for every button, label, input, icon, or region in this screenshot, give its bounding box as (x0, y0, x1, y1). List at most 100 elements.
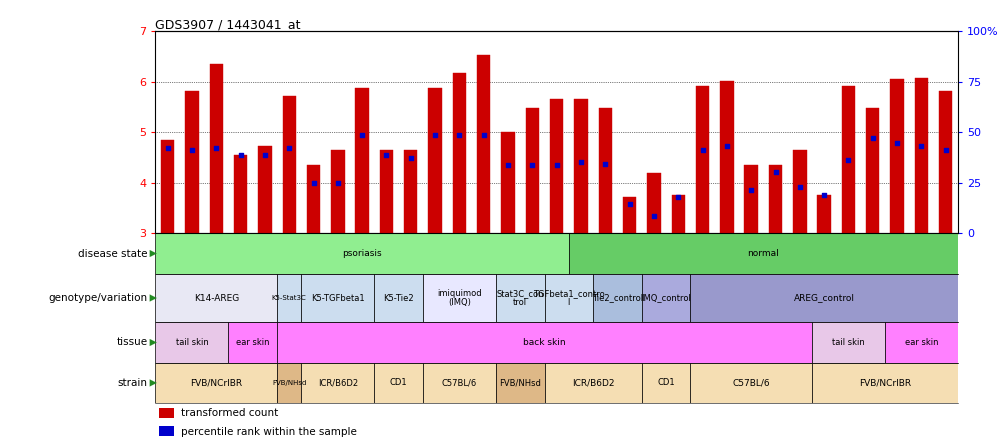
Bar (374, 363, 423, 403)
Point (183, 147, 199, 154)
Text: TGFbeta1_contro
l: TGFbeta1_contro l (532, 289, 604, 307)
Bar (884, 322, 957, 363)
Text: AREG_control: AREG_control (793, 293, 854, 302)
Bar (641, 274, 689, 322)
Bar (646, 173, 660, 233)
Point (693, 147, 709, 154)
Text: tissue: tissue (116, 337, 147, 348)
Text: disease state: disease state (78, 249, 147, 258)
Bar (233, 155, 247, 233)
Text: imiquimod
(IMQ): imiquimod (IMQ) (437, 289, 481, 307)
Bar (277, 322, 812, 363)
Text: genotype/variation: genotype/variation (48, 293, 147, 303)
Bar (452, 72, 466, 233)
Bar (283, 96, 296, 233)
Bar (938, 91, 952, 233)
Text: Tie2_control: Tie2_control (591, 293, 642, 302)
Point (378, 151, 394, 159)
Bar (228, 322, 277, 363)
Point (257, 151, 273, 159)
Text: psoriasis: psoriasis (342, 249, 382, 258)
Point (475, 131, 491, 138)
Text: IMQ_control: IMQ_control (640, 293, 690, 302)
Point (742, 187, 759, 194)
Text: strain: strain (117, 378, 147, 388)
Bar (159, 426, 173, 436)
Bar (549, 99, 563, 233)
Text: normal: normal (746, 249, 779, 258)
Point (840, 156, 856, 163)
Bar (598, 108, 611, 233)
Bar (355, 88, 369, 233)
Point (281, 145, 297, 152)
Bar (380, 150, 393, 233)
Bar (743, 165, 758, 233)
Text: FVB/NCrIBR: FVB/NCrIBR (190, 378, 242, 388)
Point (718, 143, 734, 150)
Text: FVB/NHsd: FVB/NHsd (499, 378, 541, 388)
Text: Stat3C_con
trol: Stat3C_con trol (496, 289, 543, 307)
Point (816, 192, 832, 199)
Text: GDS3907 / 1443041_at: GDS3907 / 1443041_at (155, 18, 301, 31)
Point (403, 155, 419, 162)
Point (500, 162, 516, 169)
Bar (258, 147, 272, 233)
Text: tail skin: tail skin (175, 338, 208, 347)
Text: tail skin: tail skin (832, 338, 864, 347)
Text: transformed count: transformed count (181, 408, 279, 418)
Text: percentile rank within the sample: percentile rank within the sample (181, 427, 357, 436)
Point (232, 151, 248, 159)
Point (427, 131, 443, 138)
Bar (477, 56, 490, 233)
Text: K5-Stat3C: K5-Stat3C (272, 295, 307, 301)
Bar (185, 91, 198, 233)
Bar (841, 86, 855, 233)
Point (913, 143, 929, 150)
Bar (155, 274, 277, 322)
Bar (865, 108, 879, 233)
Bar (812, 363, 957, 403)
Text: ear skin: ear skin (904, 338, 937, 347)
Bar (155, 322, 228, 363)
Point (451, 131, 467, 138)
Point (937, 147, 953, 154)
Bar (914, 78, 927, 233)
Point (888, 140, 904, 147)
Bar (689, 274, 957, 322)
Bar (769, 165, 782, 233)
Text: C57BL/6: C57BL/6 (731, 378, 770, 388)
Text: CD1: CD1 (390, 378, 407, 388)
Bar (495, 363, 544, 403)
Bar (574, 99, 587, 233)
Bar (622, 197, 635, 233)
Bar (423, 363, 495, 403)
Bar (277, 274, 301, 322)
Text: FVB/NHsd: FVB/NHsd (272, 380, 306, 386)
Bar (689, 363, 812, 403)
Text: back skin: back skin (523, 338, 565, 347)
Bar (428, 88, 441, 233)
Bar (374, 274, 423, 322)
Point (767, 168, 783, 175)
Bar (307, 165, 320, 233)
Point (864, 135, 880, 142)
Point (330, 179, 346, 186)
Bar (404, 150, 417, 233)
Point (572, 158, 588, 165)
Point (669, 193, 685, 200)
Text: C57BL/6: C57BL/6 (441, 378, 477, 388)
Bar (719, 81, 732, 233)
Bar (501, 132, 514, 233)
Bar (695, 86, 708, 233)
Bar (671, 195, 684, 233)
Bar (277, 363, 301, 403)
Bar (495, 274, 544, 322)
Bar (155, 233, 568, 274)
Bar (301, 363, 374, 403)
Bar (817, 195, 830, 233)
Point (354, 131, 370, 138)
Text: K5-Tie2: K5-Tie2 (383, 293, 414, 302)
Bar (423, 274, 495, 322)
Text: ICR/B6D2: ICR/B6D2 (571, 378, 614, 388)
Point (621, 200, 637, 207)
